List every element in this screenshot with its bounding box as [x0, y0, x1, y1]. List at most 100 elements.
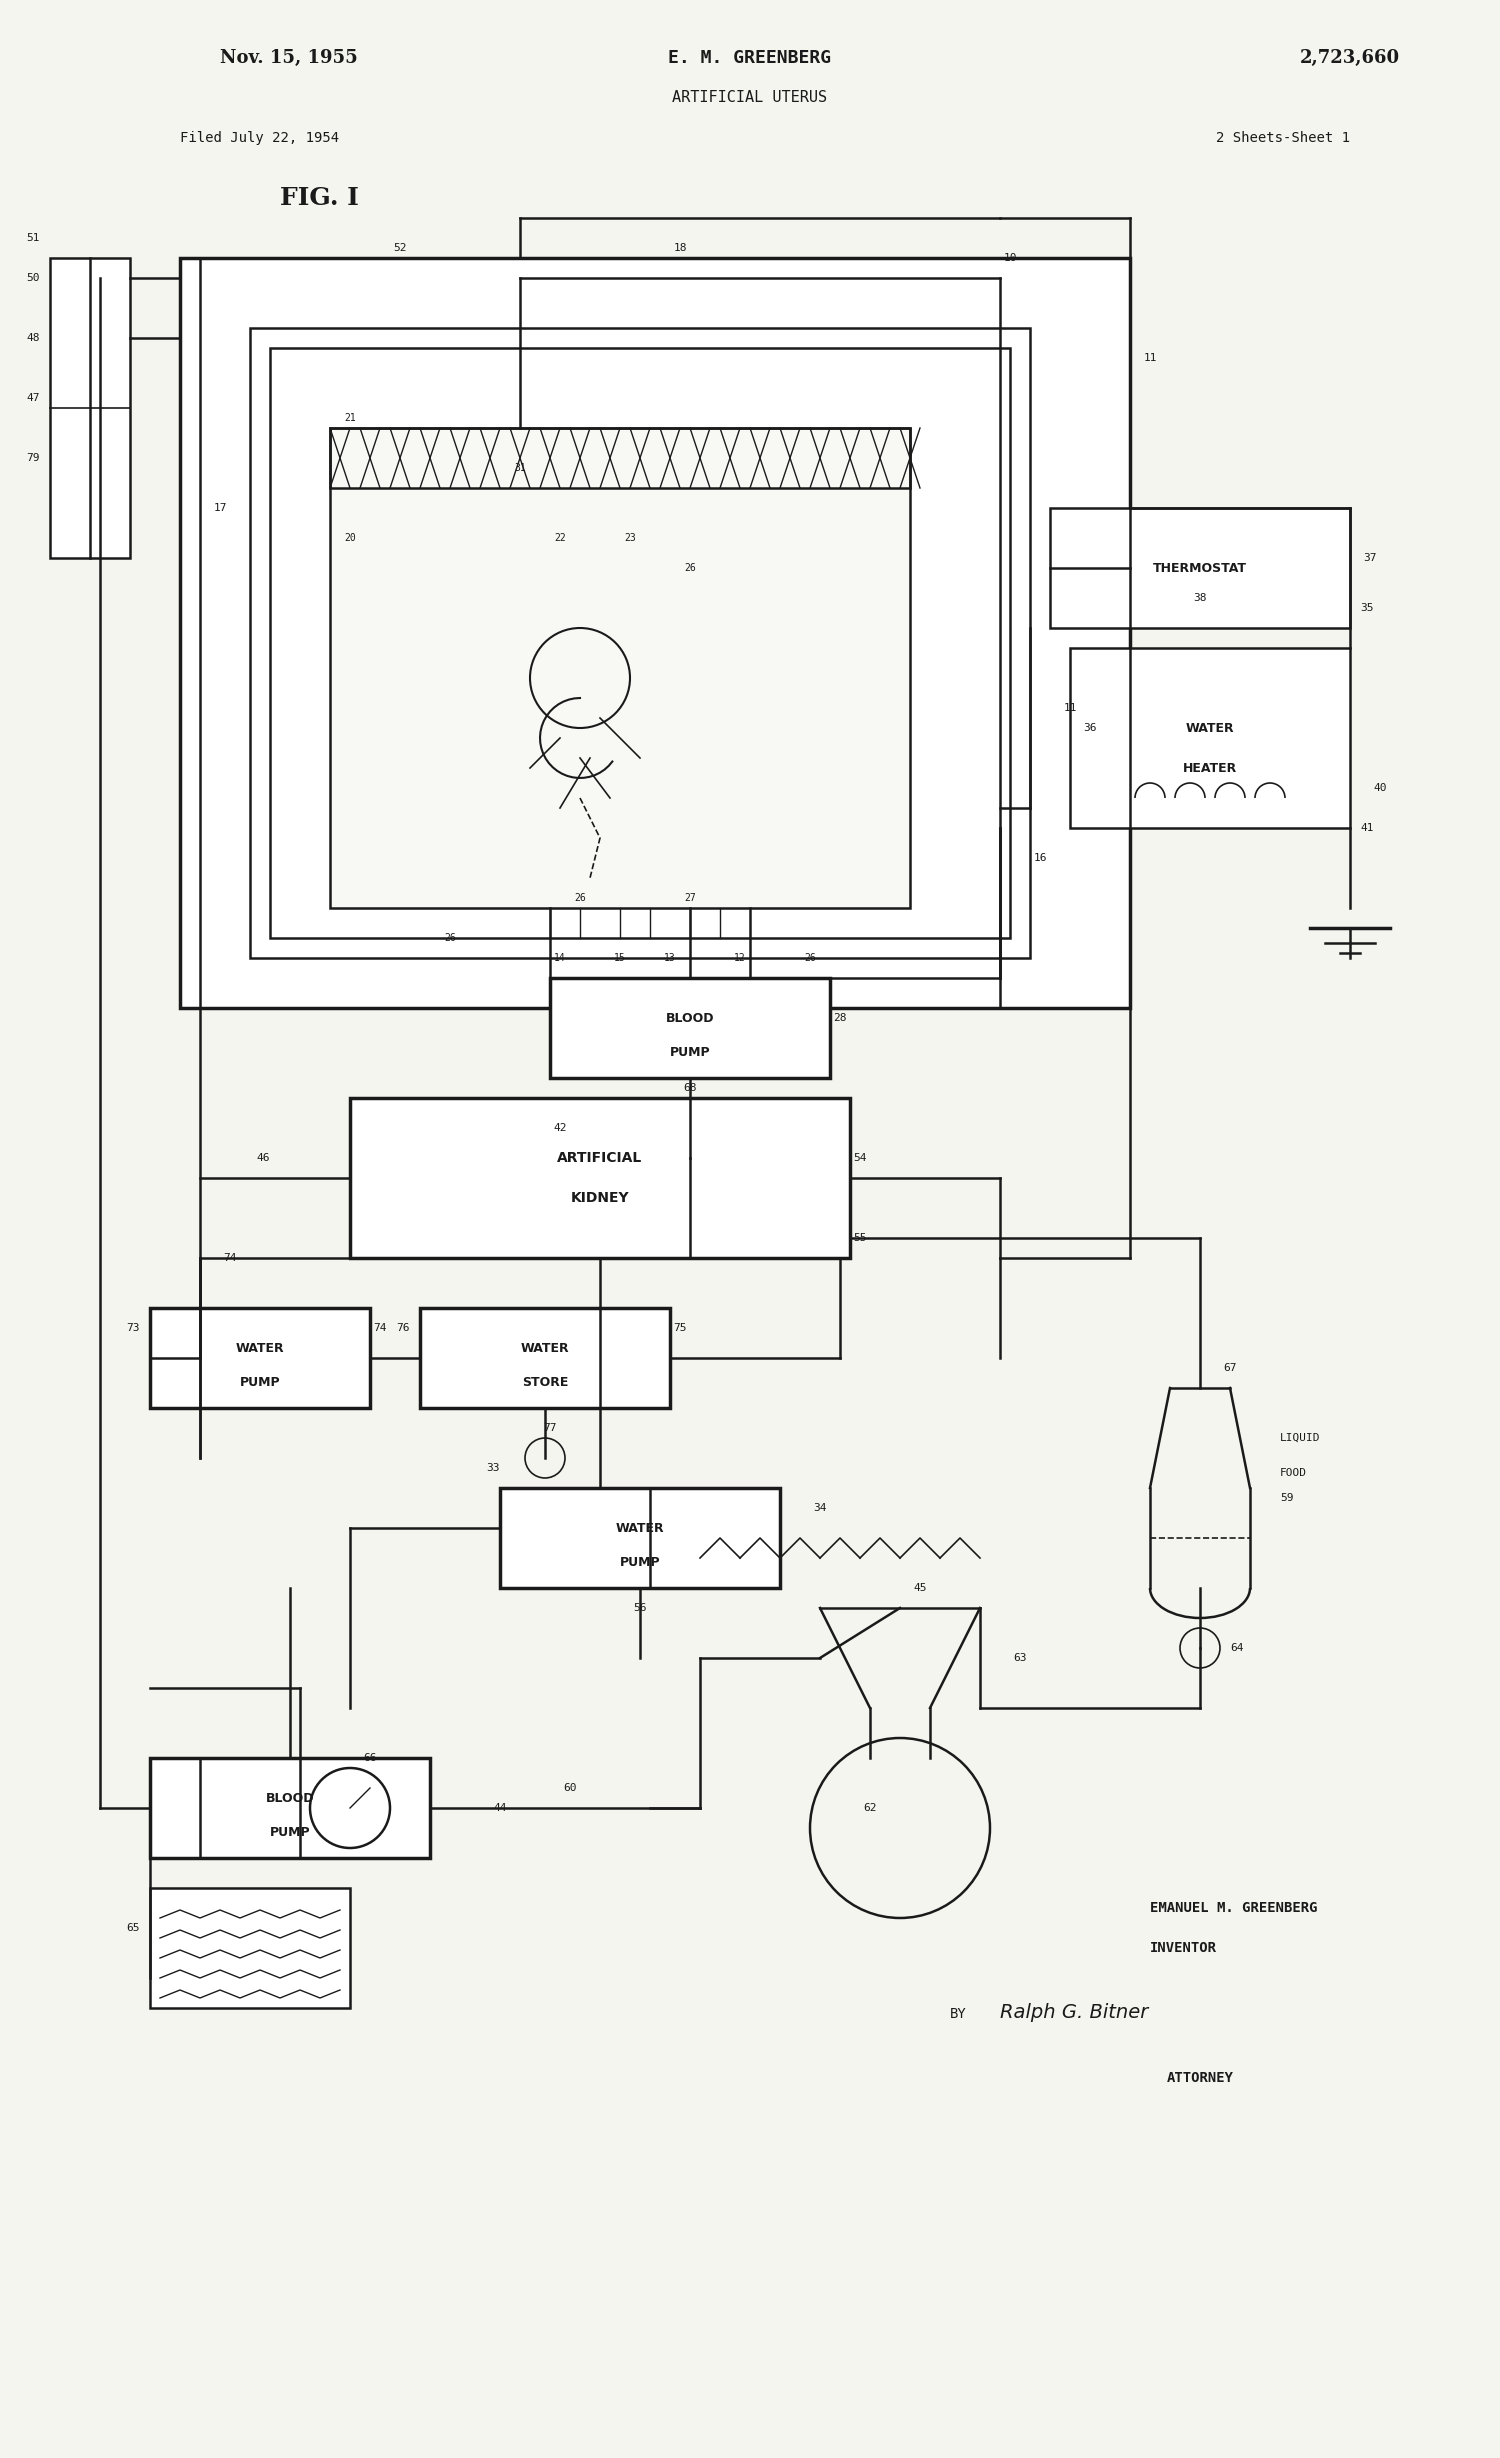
- Text: 66: 66: [363, 1753, 376, 1762]
- Text: 77: 77: [543, 1423, 556, 1433]
- Text: THERMOSTAT: THERMOSTAT: [1154, 560, 1246, 575]
- Text: 10: 10: [1004, 253, 1017, 263]
- Text: 27: 27: [684, 892, 696, 902]
- Text: 11: 11: [1064, 703, 1077, 713]
- Text: 18: 18: [674, 243, 687, 253]
- Text: 74: 74: [224, 1254, 237, 1263]
- Text: Ralph G. Bitner: Ralph G. Bitner: [1000, 2003, 1149, 2023]
- Text: 63: 63: [1014, 1652, 1026, 1664]
- Text: 76: 76: [396, 1322, 410, 1332]
- Text: 37: 37: [1364, 553, 1377, 563]
- Text: 33: 33: [486, 1463, 500, 1472]
- Text: 2,723,660: 2,723,660: [1300, 49, 1400, 66]
- Text: ARTIFICIAL: ARTIFICIAL: [558, 1150, 642, 1165]
- Bar: [150, 1308, 370, 1408]
- Text: 68: 68: [682, 1084, 696, 1094]
- Bar: [420, 1308, 670, 1408]
- Bar: [350, 1099, 850, 1258]
- Text: KIDNEY: KIDNEY: [570, 1192, 630, 1204]
- Text: WATER: WATER: [236, 1342, 285, 1354]
- Text: PUMP: PUMP: [620, 1556, 660, 1571]
- Text: 28: 28: [834, 1013, 846, 1023]
- Text: 67: 67: [1224, 1364, 1236, 1374]
- Bar: [330, 428, 910, 907]
- Text: BY: BY: [950, 2008, 966, 2020]
- Text: 41: 41: [1360, 823, 1374, 833]
- Text: 31: 31: [514, 462, 526, 472]
- Text: 55: 55: [853, 1234, 867, 1244]
- Text: 48: 48: [27, 332, 40, 344]
- Text: 50: 50: [27, 273, 40, 283]
- Bar: [251, 327, 1030, 959]
- Bar: [1070, 649, 1350, 828]
- Text: 11: 11: [1143, 354, 1156, 364]
- Text: 44: 44: [494, 1804, 507, 1814]
- Text: 74: 74: [374, 1322, 387, 1332]
- Text: Filed July 22, 1954: Filed July 22, 1954: [180, 130, 339, 145]
- Text: STORE: STORE: [522, 1376, 568, 1389]
- Text: 64: 64: [1230, 1642, 1244, 1652]
- Text: EMANUEL M. GREENBERG: EMANUEL M. GREENBERG: [1150, 1900, 1317, 1915]
- Text: 52: 52: [393, 243, 406, 253]
- Bar: [550, 978, 830, 1079]
- Text: BLOOD: BLOOD: [266, 1792, 315, 1804]
- Text: 20: 20: [344, 533, 355, 543]
- Text: 65: 65: [126, 1922, 140, 1932]
- Text: 13: 13: [664, 954, 676, 964]
- Bar: [180, 258, 1130, 1008]
- Text: WATER: WATER: [1185, 723, 1234, 735]
- Text: WATER: WATER: [520, 1342, 570, 1354]
- Text: PUMP: PUMP: [270, 1826, 310, 1839]
- Text: 46: 46: [256, 1153, 270, 1163]
- Text: 47: 47: [27, 393, 40, 403]
- Text: 73: 73: [126, 1322, 140, 1332]
- Text: 60: 60: [564, 1782, 576, 1792]
- Text: 26: 26: [684, 563, 696, 573]
- Text: 75: 75: [674, 1322, 687, 1332]
- Text: 2 Sheets-Sheet 1: 2 Sheets-Sheet 1: [1216, 130, 1350, 145]
- Text: FOOD: FOOD: [1280, 1467, 1306, 1477]
- Text: 26: 26: [444, 934, 456, 944]
- Text: WATER: WATER: [615, 1522, 664, 1534]
- Text: INVENTOR: INVENTOR: [1150, 1942, 1216, 1954]
- Text: FIG. I: FIG. I: [280, 187, 358, 209]
- Text: 56: 56: [633, 1603, 646, 1612]
- Text: 59: 59: [1280, 1492, 1293, 1502]
- Text: 23: 23: [624, 533, 636, 543]
- Bar: [150, 1888, 350, 2008]
- Text: 12: 12: [734, 954, 746, 964]
- Text: 54: 54: [853, 1153, 867, 1163]
- Text: 79: 79: [27, 452, 40, 462]
- Text: Nov. 15, 1955: Nov. 15, 1955: [220, 49, 357, 66]
- Text: 62: 62: [864, 1804, 876, 1814]
- Text: PUMP: PUMP: [240, 1376, 280, 1389]
- Bar: [330, 428, 910, 489]
- Text: HEATER: HEATER: [1184, 762, 1237, 774]
- Text: LIQUID: LIQUID: [1280, 1433, 1320, 1443]
- Text: 26: 26: [804, 954, 816, 964]
- Text: PUMP: PUMP: [669, 1047, 711, 1059]
- Text: 36: 36: [1083, 723, 1096, 732]
- Text: 40: 40: [1374, 784, 1386, 794]
- Text: 51: 51: [27, 234, 40, 243]
- Bar: [50, 258, 130, 558]
- Bar: [500, 1487, 780, 1588]
- Text: 38: 38: [1194, 592, 1206, 602]
- Text: E. M. GREENBERG: E. M. GREENBERG: [669, 49, 831, 66]
- Text: 22: 22: [554, 533, 566, 543]
- Text: 45: 45: [914, 1583, 927, 1593]
- Text: 26: 26: [574, 892, 586, 902]
- Bar: [1050, 509, 1350, 627]
- Text: 42: 42: [554, 1123, 567, 1133]
- Text: 16: 16: [1034, 853, 1047, 863]
- Text: 17: 17: [213, 504, 226, 514]
- Text: 34: 34: [813, 1502, 826, 1514]
- Text: 35: 35: [1360, 602, 1374, 612]
- Bar: [270, 349, 1010, 939]
- Text: 15: 15: [614, 954, 626, 964]
- Text: ATTORNEY: ATTORNEY: [1167, 2072, 1233, 2084]
- Bar: [150, 1757, 430, 1858]
- Text: 21: 21: [344, 413, 355, 423]
- Text: 14: 14: [554, 954, 566, 964]
- Text: BLOOD: BLOOD: [666, 1013, 714, 1025]
